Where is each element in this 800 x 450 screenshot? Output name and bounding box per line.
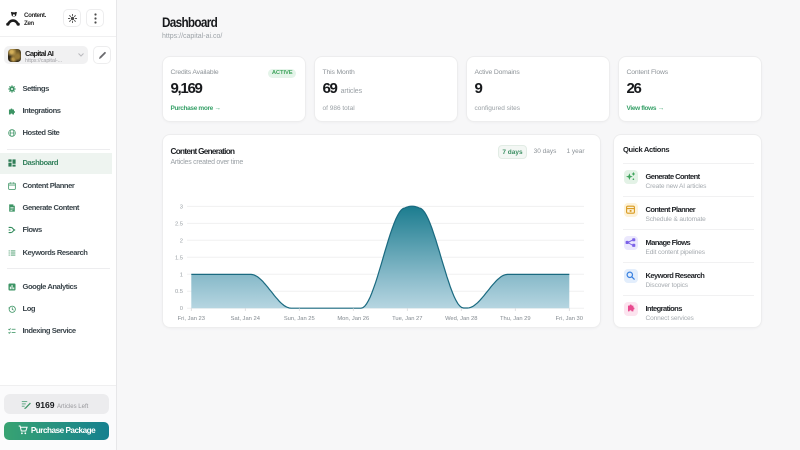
svg-text:1.5: 1.5: [175, 255, 183, 261]
svg-text:Thu, Jan 29: Thu, Jan 29: [500, 316, 531, 322]
svg-text:0: 0: [180, 306, 183, 312]
svg-text:Sat, Jan 24: Sat, Jan 24: [231, 316, 261, 322]
svg-text:Tue, Jan 27: Tue, Jan 27: [392, 316, 422, 322]
svg-text:1: 1: [180, 272, 183, 278]
svg-text:Wed, Jan 28: Wed, Jan 28: [445, 316, 477, 322]
svg-text:Fri, Jan 23: Fri, Jan 23: [178, 316, 205, 322]
svg-text:2: 2: [180, 238, 183, 244]
svg-text:0.5: 0.5: [175, 289, 183, 295]
svg-text:Fri, Jan 30: Fri, Jan 30: [556, 316, 583, 322]
svg-text:Sun, Jan 25: Sun, Jan 25: [284, 316, 315, 322]
svg-text:Mon, Jan 26: Mon, Jan 26: [337, 316, 369, 322]
svg-text:2.5: 2.5: [175, 221, 183, 227]
svg-text:3: 3: [180, 204, 183, 210]
